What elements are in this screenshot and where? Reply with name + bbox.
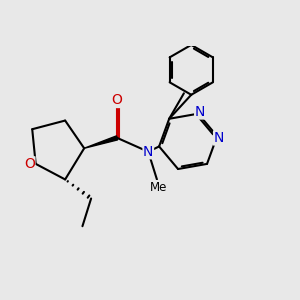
Text: O: O <box>112 94 122 107</box>
Text: O: O <box>24 157 35 171</box>
Text: N: N <box>195 105 205 119</box>
Text: N: N <box>214 131 224 145</box>
Text: N: N <box>143 145 154 159</box>
Polygon shape <box>84 136 118 148</box>
Text: Me: Me <box>150 181 167 194</box>
